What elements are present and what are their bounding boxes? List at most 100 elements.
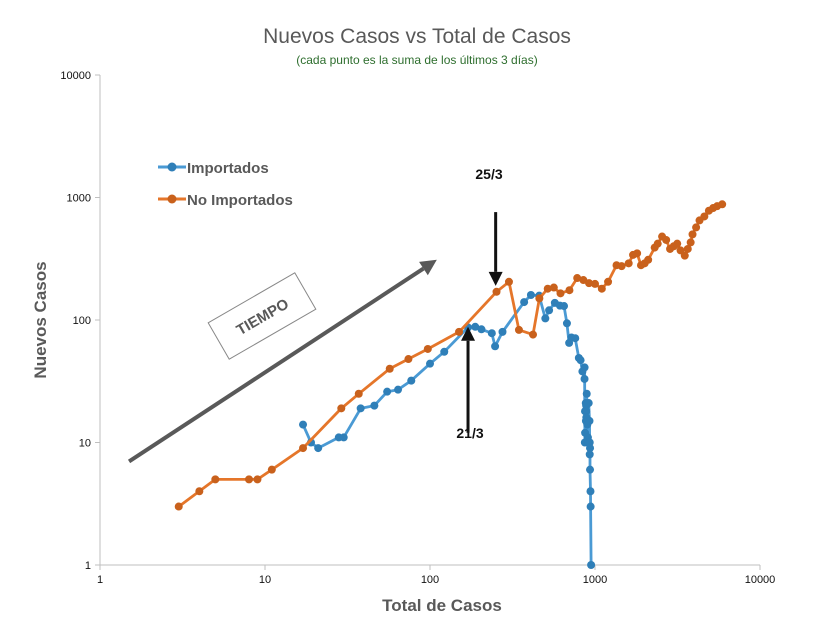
data-point-importados bbox=[580, 374, 589, 383]
series-layer bbox=[174, 200, 727, 569]
data-point-importados bbox=[545, 306, 554, 315]
y-tick-label: 10000 bbox=[60, 70, 91, 82]
series-line-importados bbox=[301, 293, 593, 566]
data-point-no-importados bbox=[504, 277, 513, 286]
data-point-no-importados bbox=[591, 279, 599, 288]
chart-title: Nuevos Casos vs Total de Casos bbox=[263, 25, 571, 48]
data-point-no-importados bbox=[492, 287, 501, 296]
x-tick-label: 10000 bbox=[745, 574, 776, 586]
y-tick-label: 10 bbox=[79, 438, 91, 450]
data-point-no-importados bbox=[683, 244, 692, 253]
data-point-no-importados bbox=[688, 230, 697, 239]
tiempo-box-frame bbox=[207, 272, 317, 360]
data-point-importados bbox=[487, 329, 496, 338]
data-point-no-importados bbox=[573, 274, 582, 283]
annotation-21-3-label: 21/3 bbox=[456, 425, 483, 441]
x-tick-label: 100 bbox=[421, 574, 439, 586]
data-point-no-importados bbox=[337, 404, 346, 413]
data-point-no-importados bbox=[565, 286, 574, 295]
data-point-no-importados bbox=[644, 255, 653, 264]
annotation-25-3-label: 25/3 bbox=[475, 166, 502, 182]
data-point-no-importados bbox=[604, 277, 613, 286]
arrow-tiempo-head bbox=[419, 259, 437, 276]
data-point-importados bbox=[585, 416, 594, 425]
data-point-no-importados bbox=[673, 239, 682, 248]
y-axis-label: Nuevos Casos bbox=[31, 261, 50, 378]
arrow-tiempo-shaft bbox=[127, 266, 425, 464]
data-point-importados bbox=[394, 385, 403, 394]
data-point-no-importados bbox=[617, 262, 626, 271]
data-point-importados bbox=[370, 401, 379, 410]
data-point-no-importados bbox=[556, 289, 565, 298]
data-point-no-importados bbox=[174, 502, 183, 511]
data-point-no-importados bbox=[653, 239, 662, 248]
data-point-importados bbox=[582, 407, 591, 416]
data-point-no-importados bbox=[543, 284, 552, 293]
data-point-importados bbox=[498, 327, 507, 336]
legend-label-no-importados: No Importados bbox=[187, 192, 293, 209]
y-tick-label: 1000 bbox=[67, 193, 91, 205]
data-point-no-importados bbox=[253, 475, 262, 484]
data-point-no-importados bbox=[680, 251, 689, 260]
data-point-no-importados bbox=[718, 200, 727, 209]
data-point-no-importados bbox=[514, 325, 523, 334]
data-point-importados bbox=[407, 376, 416, 385]
arrow-25-3-head bbox=[488, 271, 503, 286]
data-point-no-importados bbox=[529, 330, 538, 339]
data-point-importados bbox=[520, 298, 529, 307]
data-point-importados bbox=[560, 302, 569, 311]
x-tick-label: 1000 bbox=[583, 574, 607, 586]
data-point-importados bbox=[314, 444, 323, 453]
data-point-no-importados bbox=[385, 364, 394, 373]
data-point-no-importados bbox=[686, 238, 695, 247]
data-point-no-importados bbox=[700, 212, 709, 221]
data-point-no-importados bbox=[624, 259, 633, 268]
x-tick-label: 1 bbox=[97, 574, 103, 586]
data-point-no-importados bbox=[354, 389, 363, 398]
y-tick-label: 1 bbox=[85, 560, 91, 572]
data-point-no-importados bbox=[404, 355, 413, 364]
data-point-importados bbox=[383, 387, 392, 396]
data-point-importados bbox=[541, 314, 550, 323]
data-point-no-importados bbox=[423, 344, 432, 353]
data-point-no-importados bbox=[692, 223, 701, 232]
data-point-importados bbox=[576, 356, 585, 365]
data-point-importados bbox=[339, 433, 348, 442]
data-point-importados bbox=[580, 363, 589, 372]
x-axis-label: Total de Casos bbox=[382, 596, 502, 615]
data-point-importados bbox=[471, 322, 480, 331]
data-point-importados bbox=[586, 465, 595, 474]
data-point-no-importados bbox=[597, 284, 606, 293]
tiempo-box: TIEMPO bbox=[207, 272, 317, 360]
data-point-importados bbox=[440, 347, 449, 356]
data-point-no-importados bbox=[585, 279, 594, 288]
data-point-importados bbox=[571, 334, 580, 343]
data-point-importados bbox=[526, 290, 535, 299]
y-tick-label: 100 bbox=[73, 315, 91, 327]
data-point-importados bbox=[584, 399, 593, 408]
data-point-no-importados bbox=[299, 444, 308, 453]
data-point-importados bbox=[586, 444, 595, 453]
data-point-importados bbox=[426, 359, 434, 368]
data-point-importados bbox=[586, 487, 595, 496]
legend-item-no-importados: No Importados bbox=[158, 192, 293, 209]
data-point-no-importados bbox=[211, 475, 220, 484]
data-point-no-importados bbox=[633, 249, 642, 258]
data-point-no-importados bbox=[195, 487, 204, 496]
data-point-importados bbox=[587, 561, 596, 569]
data-point-no-importados bbox=[535, 294, 544, 303]
data-point-importados bbox=[356, 404, 365, 413]
arrows-layer bbox=[127, 212, 503, 464]
data-point-no-importados bbox=[267, 465, 276, 474]
arrow-25-3 bbox=[488, 212, 503, 286]
chart-subtitle: (cada punto es la suma de los últimos 3 … bbox=[296, 53, 537, 67]
data-point-importados bbox=[585, 450, 594, 459]
legend: Importados No Importados bbox=[158, 160, 293, 209]
series-line-no-importados bbox=[177, 202, 723, 508]
legend-marker-no-importados bbox=[167, 194, 177, 204]
data-point-importados bbox=[491, 342, 500, 351]
data-point-importados bbox=[586, 502, 595, 511]
arrow-tiempo bbox=[127, 259, 437, 464]
data-point-no-importados bbox=[662, 235, 671, 244]
